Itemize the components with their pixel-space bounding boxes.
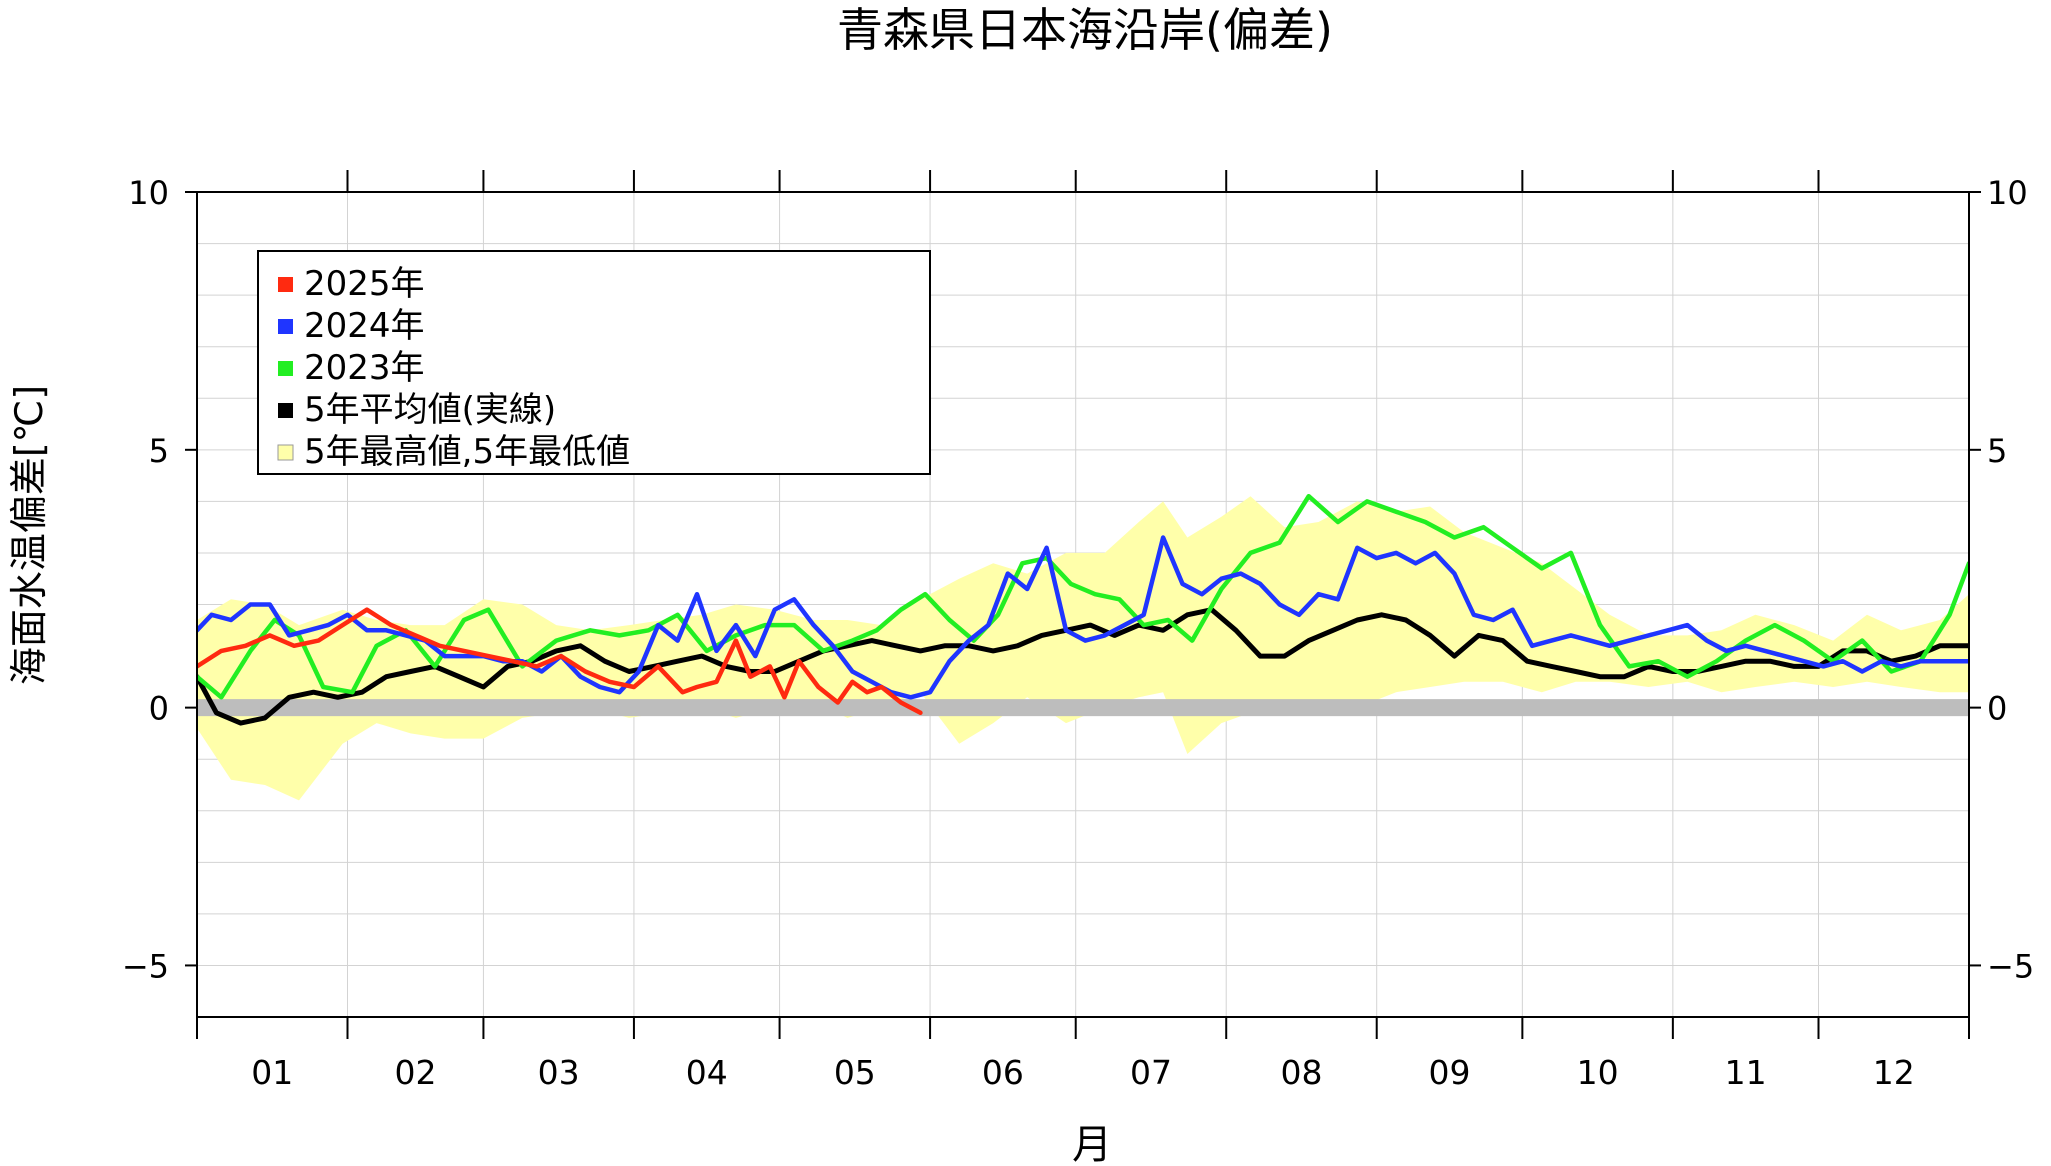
legend-swatch-2024 — [278, 319, 293, 334]
x-tick-label-month: 01 — [251, 1053, 293, 1092]
y-tick-label-left: 0 — [149, 690, 169, 728]
legend-label-avg: 5年平均値(実線) — [304, 390, 556, 430]
x-tick-label-month: 04 — [686, 1053, 728, 1092]
legend-label-band: 5年最高値,5年最低値 — [304, 432, 630, 472]
legend-label-2023: 2023年 — [304, 348, 425, 388]
x-tick-label-month: 09 — [1429, 1053, 1471, 1092]
legend-box — [257, 250, 931, 475]
chart-title: 青森県日本海沿岸(偏差) — [837, 3, 1333, 57]
x-tick-label-month: 07 — [1130, 1053, 1172, 1092]
x-tick-label-month: 02 — [394, 1053, 436, 1092]
x-tick-label-month: 11 — [1725, 1053, 1767, 1092]
x-tick-label-month: 10 — [1577, 1053, 1619, 1092]
x-tick-label-month: 05 — [834, 1053, 876, 1092]
y-tick-label-left: 5 — [149, 432, 169, 470]
legend-swatch-2025 — [278, 277, 293, 292]
series-line-2023 — [197, 493, 1969, 700]
y-tick-label-right: −5 — [1987, 947, 2034, 985]
y-axis-label: 海面水温偏差[℃] — [7, 385, 51, 685]
y-tick-label-left: 10 — [128, 174, 169, 212]
plot-frame — [196, 191, 1970, 1018]
x-tick-label-month: 06 — [982, 1053, 1024, 1092]
legend-swatch-band — [277, 444, 294, 461]
y-tick-label-right: 0 — [1987, 690, 2007, 728]
series-line-avg — [197, 607, 1969, 726]
legend-label-2024: 2024年 — [304, 306, 425, 346]
x-tick-label-month: 08 — [1280, 1053, 1322, 1092]
x-tick-label-month: 12 — [1873, 1053, 1915, 1092]
series-line-2025 — [197, 607, 923, 716]
legend-label-2025: 2025年 — [304, 264, 425, 304]
legend-swatch-avg — [278, 403, 293, 418]
legend-swatch-2023 — [278, 361, 293, 376]
five-year-range-band — [197, 496, 1969, 801]
x-tick-label-month: 03 — [538, 1053, 580, 1092]
y-tick-label-right: 10 — [1987, 174, 2028, 212]
series-lines — [197, 493, 1969, 726]
y-tick-label-right: 5 — [1987, 432, 2007, 470]
y-tick-label-left: −5 — [122, 947, 169, 985]
x-axis-label: 月 — [1072, 1122, 1112, 1166]
